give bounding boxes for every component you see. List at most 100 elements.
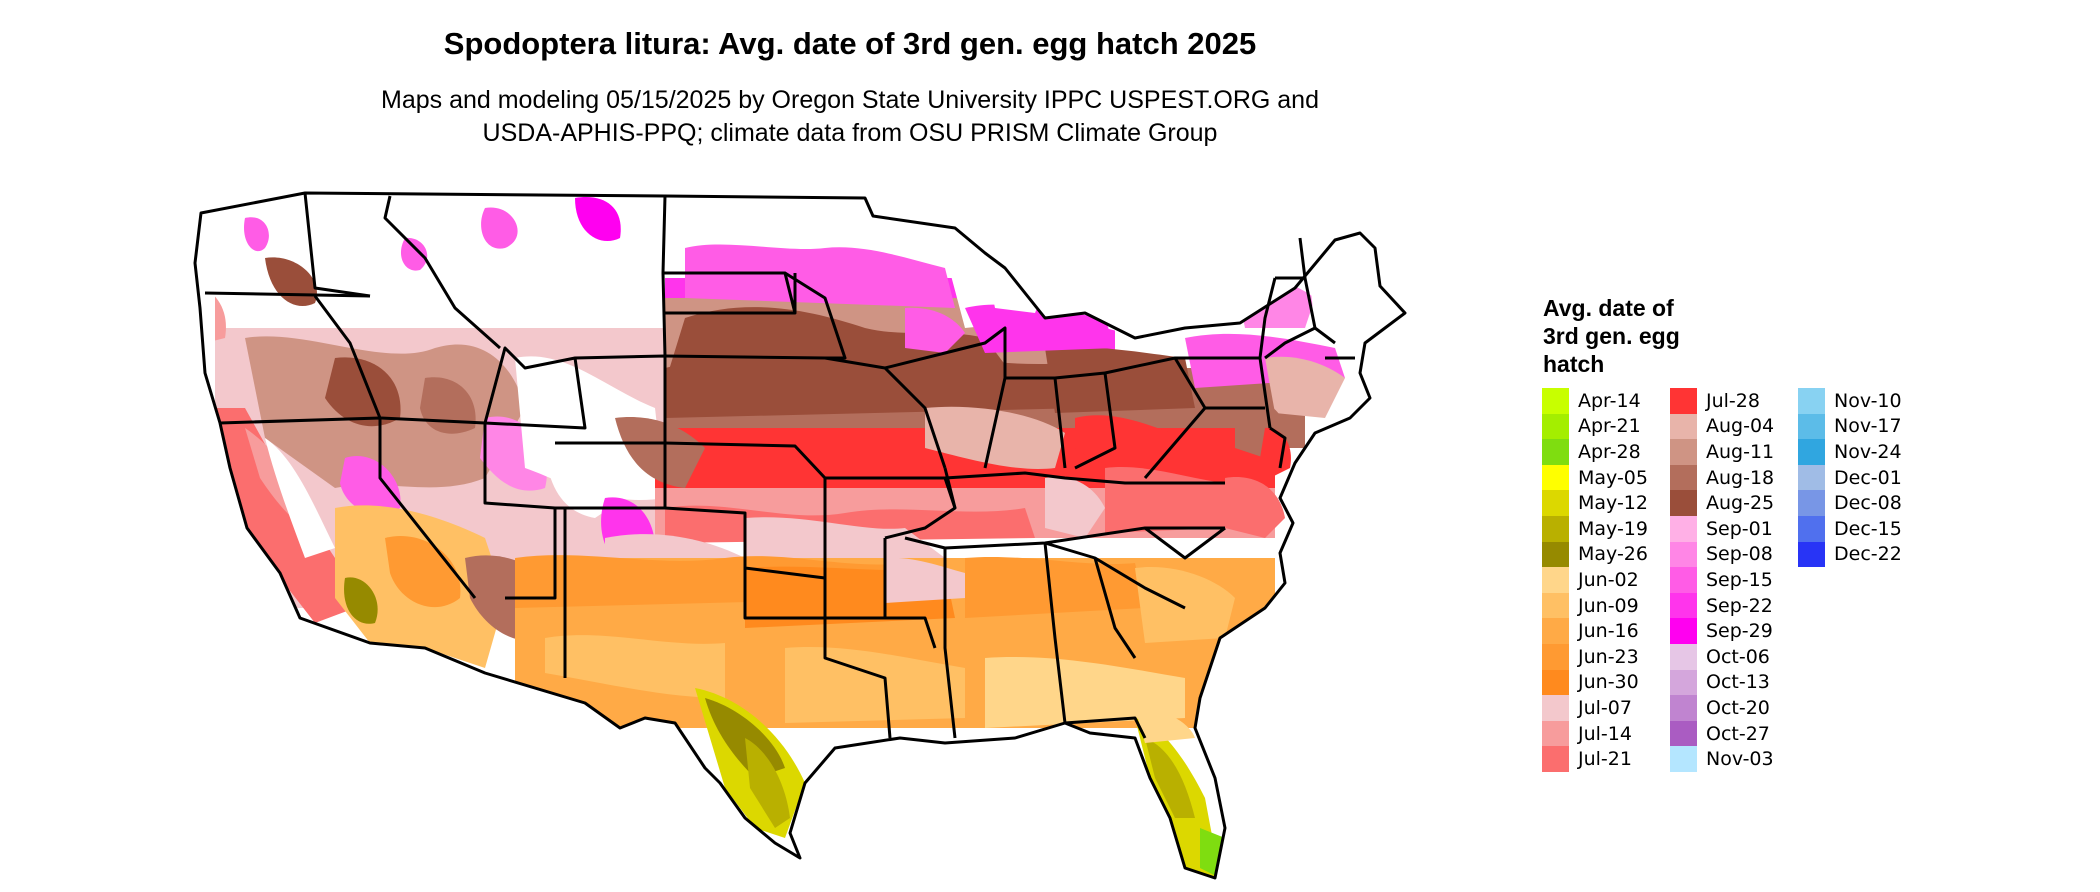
legend-label: Oct-13 xyxy=(1706,671,1770,694)
legend-item: Oct-27 xyxy=(1670,720,1770,747)
legend-item: Apr-21 xyxy=(1542,413,1641,440)
map-title: Spodoptera litura: Avg. date of 3rd gen.… xyxy=(443,26,1257,61)
legend-item: Sep-01 xyxy=(1670,516,1773,542)
legend-label: Dec-15 xyxy=(1834,517,1902,540)
legend-swatch xyxy=(1542,516,1569,542)
legend-item: Nov-10 xyxy=(1798,388,1902,414)
legend-label: Jun-09 xyxy=(1578,594,1639,617)
legend-swatch xyxy=(1670,720,1697,747)
legend-swatch xyxy=(1798,413,1825,440)
legend-item: Oct-20 xyxy=(1670,695,1770,721)
legend-label: Nov-17 xyxy=(1834,415,1902,438)
legend-label: Aug-25 xyxy=(1706,492,1775,515)
legend-label: Nov-10 xyxy=(1834,389,1902,412)
legend-swatch xyxy=(1670,695,1697,721)
legend-label: Dec-01 xyxy=(1834,466,1902,489)
legend-swatch xyxy=(1798,541,1825,568)
legend-item: Apr-14 xyxy=(1542,388,1641,414)
legend-item: May-05 xyxy=(1542,464,1648,491)
legend-label: Jul-14 xyxy=(1578,722,1632,745)
hatch-date-raster xyxy=(195,193,1405,878)
legend-swatch xyxy=(1542,644,1569,670)
legend-item: Nov-24 xyxy=(1798,439,1902,465)
legend-swatch xyxy=(1670,439,1697,465)
legend-label: Apr-14 xyxy=(1578,389,1641,412)
legend-label: Oct-06 xyxy=(1706,645,1770,668)
legend-item: Aug-11 xyxy=(1670,439,1774,465)
legend-label: Apr-21 xyxy=(1578,415,1641,438)
legend-swatch xyxy=(1798,439,1825,465)
legend-label: Jun-02 xyxy=(1578,568,1639,591)
legend-swatch xyxy=(1542,541,1569,568)
legend-item: Nov-03 xyxy=(1670,746,1774,772)
legend-item: Jun-23 xyxy=(1542,644,1639,670)
legend-item: Jun-16 xyxy=(1542,618,1639,644)
legend-swatch xyxy=(1542,567,1569,593)
legend-label: Sep-22 xyxy=(1706,594,1773,617)
subtitle-line-2: USDA-APHIS-PPQ; climate data from OSU PR… xyxy=(482,119,1218,147)
legend-swatch xyxy=(1670,618,1697,644)
legend-title-line-1: Avg. date of xyxy=(1543,295,1674,321)
state-boundaries xyxy=(193,191,1407,880)
legend-item: Aug-18 xyxy=(1670,464,1774,491)
legend-item: Jul-14 xyxy=(1542,720,1632,747)
legend-swatch xyxy=(1542,746,1569,772)
legend-swatch xyxy=(1670,464,1697,491)
legend-label: Apr-28 xyxy=(1578,440,1641,463)
legend-item: Dec-01 xyxy=(1798,464,1902,491)
legend-item: Apr-28 xyxy=(1542,439,1641,465)
legend-swatch xyxy=(1542,413,1569,440)
legend-item: Jun-02 xyxy=(1542,567,1639,593)
legend-swatch xyxy=(1542,695,1569,721)
legend-swatch xyxy=(1542,388,1569,414)
legend-swatch xyxy=(1670,567,1697,593)
legend-label: Sep-29 xyxy=(1706,620,1773,643)
legend-swatch xyxy=(1670,541,1697,568)
map-subtitle: Maps and modeling 05/15/2025 by Oregon S… xyxy=(0,84,1700,150)
legend-item: Jun-09 xyxy=(1542,592,1639,619)
legend-item: May-26 xyxy=(1542,541,1648,568)
legend-swatch xyxy=(1670,490,1697,516)
legend-title-line-3: hatch xyxy=(1543,351,1605,377)
legend-item: May-19 xyxy=(1542,516,1648,542)
legend-item: Sep-22 xyxy=(1670,592,1773,619)
legend-label: Sep-01 xyxy=(1706,517,1773,540)
legend-swatch xyxy=(1542,490,1569,516)
legend-label: Jul-21 xyxy=(1578,748,1632,771)
legend-label: May-19 xyxy=(1578,517,1648,540)
legend-label: May-26 xyxy=(1578,543,1648,566)
legend-label: Nov-24 xyxy=(1834,440,1902,463)
legend-item: Sep-29 xyxy=(1670,618,1773,644)
legend-item: May-12 xyxy=(1542,490,1648,516)
legend-title-line-2: 3rd gen. egg xyxy=(1543,323,1680,349)
legend-label: Jul-28 xyxy=(1706,389,1760,412)
legend-item: Jun-30 xyxy=(1542,669,1639,696)
legend-swatch xyxy=(1798,516,1825,542)
legend-swatch xyxy=(1542,720,1569,747)
legend-label: Dec-22 xyxy=(1834,543,1902,566)
legend-title: Avg. date of 3rd gen. egg hatch xyxy=(1543,294,1743,378)
legend-swatch xyxy=(1542,439,1569,465)
legend-label: Oct-20 xyxy=(1706,696,1770,719)
legend-label: May-12 xyxy=(1578,492,1648,515)
legend-swatch xyxy=(1670,388,1697,414)
legend-swatch xyxy=(1670,669,1697,696)
legend-item: Nov-17 xyxy=(1798,413,1902,440)
legend-label: Aug-04 xyxy=(1706,415,1775,438)
legend-label: May-05 xyxy=(1578,466,1648,489)
legend-swatch xyxy=(1670,746,1697,772)
legend-swatch xyxy=(1542,592,1569,619)
legend-item: Jul-28 xyxy=(1670,388,1760,414)
legend-label: Nov-03 xyxy=(1706,748,1774,771)
legend-label: Oct-27 xyxy=(1706,722,1770,745)
legend-item: Aug-04 xyxy=(1670,413,1775,440)
legend-swatch xyxy=(1670,413,1697,440)
legend-item: Jul-21 xyxy=(1542,746,1632,772)
legend-label: Dec-08 xyxy=(1834,492,1902,515)
legend-swatch xyxy=(1542,464,1569,491)
legend-item: Jul-07 xyxy=(1542,695,1632,721)
legend-swatch xyxy=(1670,516,1697,542)
legend-item: Sep-15 xyxy=(1670,567,1773,593)
legend-item: Oct-13 xyxy=(1670,669,1770,696)
subtitle-line-1: Maps and modeling 05/15/2025 by Oregon S… xyxy=(381,86,1319,114)
